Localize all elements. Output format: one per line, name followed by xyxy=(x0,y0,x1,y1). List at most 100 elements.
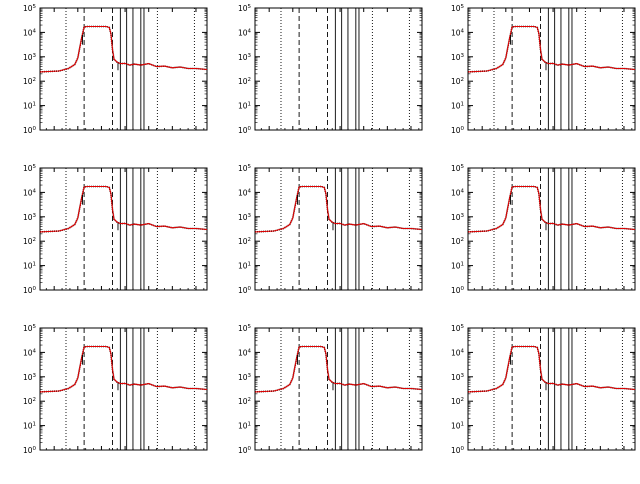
y-tick-base: 10 xyxy=(23,213,33,222)
y-tick-label: 102 xyxy=(238,77,251,86)
y-tick-exponent: 2 xyxy=(33,397,37,403)
y-tick-label: 100 xyxy=(23,286,37,295)
series-lld-line xyxy=(39,25,208,73)
y-tick-base: 10 xyxy=(238,348,248,357)
series-lld-line xyxy=(467,185,636,233)
y-tick-base: 10 xyxy=(451,262,461,271)
y-tick-label: 105 xyxy=(23,4,37,13)
series-lld-line xyxy=(254,185,423,233)
y-tick-exponent: 1 xyxy=(33,262,37,268)
y-tick-label: 102 xyxy=(23,237,36,246)
y-tick-label: 103 xyxy=(451,373,465,382)
y-tick-label: 101 xyxy=(238,422,251,431)
y-tick-label: 105 xyxy=(238,164,252,173)
series-events-line xyxy=(467,345,636,393)
y-tick-base: 10 xyxy=(451,422,461,431)
y-tick-base: 10 xyxy=(238,422,248,431)
y-tick-base: 10 xyxy=(238,77,248,86)
y-tick-base: 10 xyxy=(23,126,33,135)
y-tick-base: 10 xyxy=(451,28,461,37)
y-tick-base: 10 xyxy=(238,397,248,406)
y-tick-exponent: 5 xyxy=(33,4,37,10)
y-tick-base: 10 xyxy=(23,4,33,13)
y-tick-label: 100 xyxy=(451,286,465,295)
y-tick-label: 104 xyxy=(451,348,465,357)
y-tick-base: 10 xyxy=(23,262,33,271)
y-tick-base: 10 xyxy=(238,286,248,295)
y-tick-label: 102 xyxy=(451,77,464,86)
y-tick-label: 103 xyxy=(23,373,37,382)
y-tick-exponent: 0 xyxy=(248,126,252,132)
y-tick-label: 100 xyxy=(451,446,465,455)
y-tick-label: 103 xyxy=(23,53,37,62)
y-tick-label: 103 xyxy=(238,213,252,222)
y-tick-exponent: 5 xyxy=(461,4,465,10)
y-tick-base: 10 xyxy=(451,126,461,135)
y-tick-base: 10 xyxy=(238,164,248,173)
y-tick-base: 10 xyxy=(23,397,33,406)
series-events-line xyxy=(39,185,208,233)
y-tick-base: 10 xyxy=(451,213,461,222)
y-tick-label: 105 xyxy=(23,164,37,173)
y-tick-label: 104 xyxy=(23,348,37,357)
y-tick-exponent: 3 xyxy=(33,373,37,379)
y-tick-exponent: 4 xyxy=(33,188,37,194)
y-tick-exponent: 0 xyxy=(33,446,37,452)
y-tick-label: 100 xyxy=(23,126,37,135)
y-tick-base: 10 xyxy=(451,188,461,197)
y-tick-exponent: 5 xyxy=(248,4,252,10)
y-tick-exponent: 2 xyxy=(461,77,465,83)
y-tick-base: 10 xyxy=(238,28,248,37)
y-tick-base: 10 xyxy=(23,324,33,333)
series-lld-line xyxy=(39,345,208,393)
y-tick-label: 102 xyxy=(451,237,464,246)
y-tick-exponent: 0 xyxy=(248,446,252,452)
y-tick-label: 105 xyxy=(23,324,37,333)
y-tick-label: 103 xyxy=(238,53,252,62)
plot-frame xyxy=(254,7,423,131)
y-tick-label: 104 xyxy=(238,348,252,357)
y-tick-exponent: 5 xyxy=(248,324,252,330)
y-tick-exponent: 0 xyxy=(461,286,465,292)
y-tick-exponent: 3 xyxy=(33,213,37,219)
y-tick-exponent: 5 xyxy=(461,164,465,170)
series-events-line xyxy=(254,345,423,393)
y-tick-label: 105 xyxy=(451,164,465,173)
series-lld-line xyxy=(39,185,208,233)
y-tick-label: 101 xyxy=(23,102,36,111)
y-tick-exponent: 5 xyxy=(33,164,37,170)
series-events-line xyxy=(39,345,208,393)
y-tick-base: 10 xyxy=(238,4,248,13)
y-tick-label: 105 xyxy=(451,324,465,333)
y-tick-exponent: 5 xyxy=(248,164,252,170)
y-tick-exponent: 5 xyxy=(461,324,465,330)
y-tick-base: 10 xyxy=(23,188,33,197)
y-tick-base: 10 xyxy=(451,237,461,246)
y-tick-exponent: 3 xyxy=(248,373,252,379)
y-tick-base: 10 xyxy=(238,126,248,135)
y-tick-base: 10 xyxy=(23,28,33,37)
y-tick-exponent: 3 xyxy=(248,213,252,219)
y-tick-base: 10 xyxy=(451,77,461,86)
y-tick-label: 105 xyxy=(451,4,465,13)
y-tick-exponent: 4 xyxy=(33,348,37,354)
y-tick-exponent: 1 xyxy=(461,102,465,108)
y-tick-base: 10 xyxy=(23,102,33,111)
y-tick-label: 101 xyxy=(451,102,464,111)
y-tick-label: 102 xyxy=(23,77,36,86)
y-tick-exponent: 1 xyxy=(248,102,252,108)
y-tick-label: 104 xyxy=(23,28,37,37)
y-tick-exponent: 3 xyxy=(461,373,465,379)
y-tick-base: 10 xyxy=(451,373,461,382)
y-tick-base: 10 xyxy=(23,422,33,431)
y-tick-base: 10 xyxy=(451,286,461,295)
y-tick-base: 10 xyxy=(238,102,248,111)
series-events-line xyxy=(254,185,423,233)
